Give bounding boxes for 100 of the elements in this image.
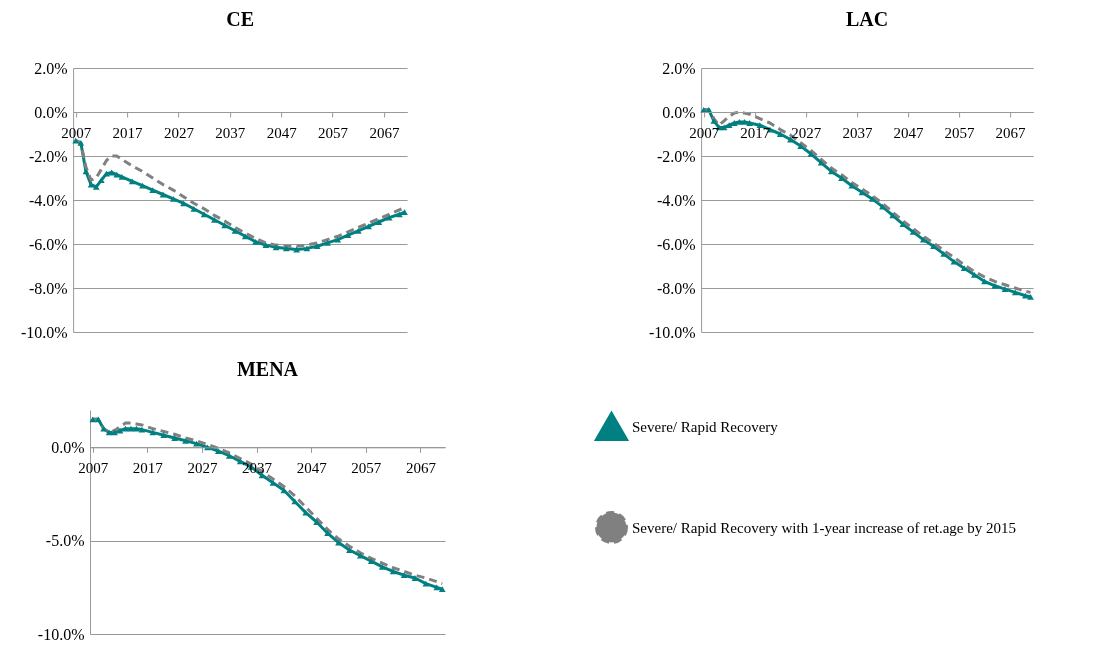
point — [746, 120, 753, 126]
y-tick-label: 2.0% — [34, 59, 68, 77]
y-tick-label: 0.0% — [34, 103, 68, 121]
point — [433, 584, 441, 591]
point — [272, 244, 280, 251]
point — [82, 168, 90, 175]
point — [241, 233, 249, 240]
y-tick-label: -8.0% — [28, 279, 68, 297]
x-tick-label: 2067 — [995, 124, 1027, 141]
point — [182, 437, 189, 444]
point — [741, 119, 748, 125]
x-tick-label: 2057 — [318, 124, 349, 141]
y-tick-label: -10.0% — [37, 625, 85, 643]
point — [190, 205, 198, 212]
y-tick-label: -2.0% — [28, 147, 68, 165]
point — [103, 170, 110, 177]
point — [725, 122, 733, 129]
point — [77, 139, 85, 146]
point — [868, 195, 876, 202]
x-tick-label: 2057 — [944, 124, 976, 141]
x-tick-label: 2007 — [61, 124, 92, 141]
y-tick-label: -10.0% — [648, 323, 696, 341]
point — [422, 580, 430, 587]
point — [401, 209, 408, 216]
point — [919, 236, 927, 243]
x-tick-label: 2047 — [296, 459, 328, 476]
point — [169, 195, 177, 202]
point — [776, 131, 784, 137]
point — [879, 203, 886, 210]
legend-label: Severe/ Rapid Recovery — [632, 418, 779, 435]
point — [231, 227, 239, 234]
point — [160, 432, 168, 439]
point — [375, 219, 383, 225]
point — [225, 452, 233, 459]
point — [396, 211, 403, 218]
point — [838, 175, 845, 181]
point — [94, 416, 102, 423]
point — [262, 242, 270, 249]
point — [113, 171, 121, 178]
point — [736, 119, 743, 125]
point — [252, 238, 259, 245]
y-tick-label: -10.0% — [20, 323, 68, 341]
chart-title: MENA — [236, 358, 299, 380]
point — [346, 547, 353, 553]
point — [149, 187, 157, 193]
y-tick-label: 0.0% — [51, 438, 85, 456]
point — [1022, 292, 1029, 299]
point — [858, 189, 866, 196]
point — [730, 120, 738, 126]
point — [356, 552, 364, 559]
point — [149, 429, 157, 436]
y-tick-label: -6.0% — [28, 235, 68, 253]
point — [171, 435, 179, 441]
point — [367, 558, 375, 565]
x-tick-label: 2027 — [791, 124, 822, 141]
point — [909, 228, 917, 235]
point — [344, 232, 352, 239]
y-tick-label: -4.0% — [28, 191, 68, 209]
point — [324, 530, 331, 537]
point — [400, 572, 408, 579]
point — [438, 586, 446, 593]
point — [92, 183, 100, 190]
x-tick-label: 2067 — [405, 459, 437, 476]
point — [100, 425, 108, 432]
point — [193, 440, 200, 447]
y-tick-label: -4.0% — [656, 191, 696, 209]
point — [128, 178, 136, 185]
x-tick-label: 2037 — [842, 124, 873, 141]
point — [138, 426, 146, 433]
y-tick-label: 0.0% — [662, 103, 696, 121]
point — [324, 239, 331, 246]
point — [211, 216, 218, 223]
point — [159, 191, 167, 198]
point — [385, 214, 393, 221]
point — [334, 236, 342, 243]
point — [221, 222, 229, 229]
point — [1027, 293, 1034, 300]
x-tick-label: 2037 — [215, 124, 246, 141]
x-tick-label: 2017 — [740, 124, 771, 141]
point — [87, 181, 95, 188]
point — [313, 519, 321, 525]
point — [122, 425, 129, 432]
x-tick-label: 2007 — [78, 459, 109, 476]
point — [133, 425, 140, 432]
point — [118, 174, 126, 180]
point — [710, 117, 718, 124]
y-tick-label: -5.0% — [45, 532, 85, 550]
point — [200, 211, 208, 218]
chart-title: CE — [226, 8, 254, 30]
point — [817, 159, 825, 166]
point — [354, 227, 362, 234]
chart-title: LAC — [845, 8, 889, 30]
point — [807, 150, 815, 157]
point — [127, 425, 135, 432]
point — [98, 177, 105, 184]
point — [139, 182, 146, 189]
y-tick-label: -6.0% — [656, 235, 696, 253]
x-tick-label: 2007 — [689, 124, 720, 141]
x-tick-label: 2027 — [163, 124, 195, 141]
y-tick-label: 2.0% — [662, 59, 696, 77]
